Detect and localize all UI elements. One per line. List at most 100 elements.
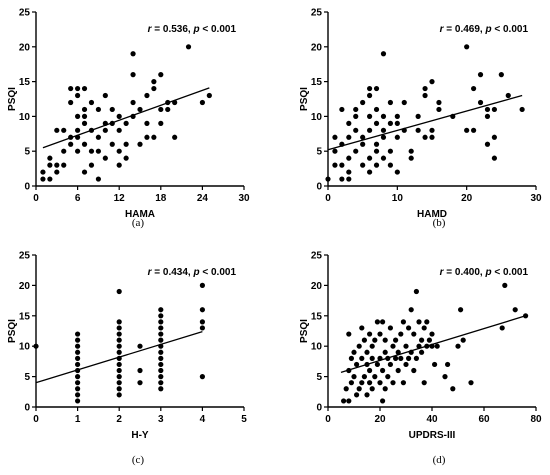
data-point — [75, 85, 81, 92]
data-point — [395, 349, 401, 355]
data-point — [339, 162, 345, 168]
data-point — [75, 337, 81, 343]
data-point — [158, 367, 164, 374]
data-point — [68, 134, 74, 140]
data-point — [387, 325, 393, 331]
data-point — [151, 79, 157, 85]
data-point — [367, 113, 373, 119]
y-tick-label: 15 — [311, 311, 323, 322]
data-point — [81, 141, 88, 147]
x-tick-label: 0 — [33, 414, 39, 425]
data-point — [116, 127, 122, 133]
x-tick-label: 18 — [155, 193, 167, 204]
data-point — [450, 386, 456, 392]
data-point — [369, 355, 375, 361]
data-point — [377, 355, 383, 361]
y-tick-label: 15 — [19, 311, 31, 322]
data-point — [68, 141, 74, 147]
data-point — [346, 134, 352, 140]
data-point — [468, 380, 474, 386]
data-point — [464, 127, 470, 133]
data-point — [359, 325, 365, 331]
data-point — [339, 106, 345, 113]
y-tick-label: 5 — [316, 147, 322, 158]
data-point — [353, 127, 359, 133]
data-point — [471, 127, 477, 133]
y-tick-label: 25 — [19, 251, 31, 262]
data-point — [380, 113, 387, 119]
data-point — [116, 349, 122, 355]
x-tick-label: 5 — [241, 414, 247, 425]
data-point — [54, 162, 60, 168]
x-tick-label: 12 — [114, 193, 126, 204]
data-point — [151, 85, 157, 92]
data-point — [81, 169, 88, 175]
y-tick-label: 25 — [311, 8, 323, 19]
data-point — [403, 361, 409, 368]
panel-caption: (c) — [132, 454, 145, 466]
data-point — [199, 319, 205, 325]
data-point — [158, 72, 164, 78]
data-point — [158, 374, 164, 380]
data-point — [380, 319, 386, 325]
data-point — [382, 337, 388, 343]
data-point — [359, 355, 365, 361]
data-point — [351, 349, 357, 355]
data-point — [123, 141, 129, 147]
chart-panel-2: 0 5 10 15 20 25 0 10 20 30 HAMD PSQI r = 0.469, p < … — [299, 8, 542, 230]
data-point — [373, 148, 380, 154]
x-tick-label: 40 — [426, 414, 438, 425]
data-point — [332, 162, 338, 168]
data-point — [356, 343, 362, 349]
data-point — [116, 380, 122, 386]
data-point — [374, 361, 380, 368]
data-point — [385, 355, 391, 361]
data-point — [387, 148, 393, 154]
y-tick-label: 10 — [19, 342, 31, 353]
data-point — [393, 355, 399, 361]
data-point — [415, 127, 421, 133]
data-point — [102, 120, 108, 126]
data-point — [361, 337, 367, 343]
y-tick-label: 20 — [19, 42, 31, 53]
data-point — [367, 380, 373, 386]
data-point — [360, 141, 366, 147]
x-tick-label: 0 — [33, 193, 39, 204]
data-point — [390, 380, 396, 386]
data-point — [81, 113, 88, 119]
data-point — [464, 44, 470, 50]
data-point — [199, 325, 205, 331]
y-axis-label: PSQI — [7, 319, 18, 343]
data-point — [429, 343, 435, 349]
data-point — [346, 331, 352, 337]
data-point — [75, 374, 81, 380]
data-point — [348, 380, 354, 386]
chart-panel-1: 0 5 10 15 20 25 0 6 12 18 24 30 HAMA PSQI r = 0.536, p… — [7, 8, 250, 230]
data-point — [158, 386, 164, 392]
data-point — [123, 120, 129, 126]
y-tick-label: 5 — [316, 372, 322, 383]
data-point — [382, 386, 388, 392]
panel-caption: (d) — [433, 454, 446, 466]
data-point — [158, 361, 164, 368]
y-tick-label: 0 — [24, 403, 30, 414]
data-point — [75, 127, 81, 133]
data-point — [130, 72, 136, 78]
data-point — [75, 331, 81, 337]
data-point — [61, 127, 67, 133]
data-point — [387, 99, 393, 106]
data-point — [408, 155, 414, 161]
data-point — [380, 134, 387, 140]
data-point — [434, 343, 440, 349]
data-point — [81, 85, 88, 92]
data-point — [109, 120, 115, 126]
x-tick-label: 20 — [374, 414, 386, 425]
x-tick-label: 30 — [238, 193, 250, 204]
data-point — [519, 106, 525, 113]
data-point — [401, 127, 407, 133]
data-point — [102, 155, 108, 161]
data-point — [75, 386, 81, 392]
x-tick-label: 2 — [116, 414, 122, 425]
y-tick-label: 25 — [311, 251, 323, 262]
data-point — [419, 337, 425, 343]
